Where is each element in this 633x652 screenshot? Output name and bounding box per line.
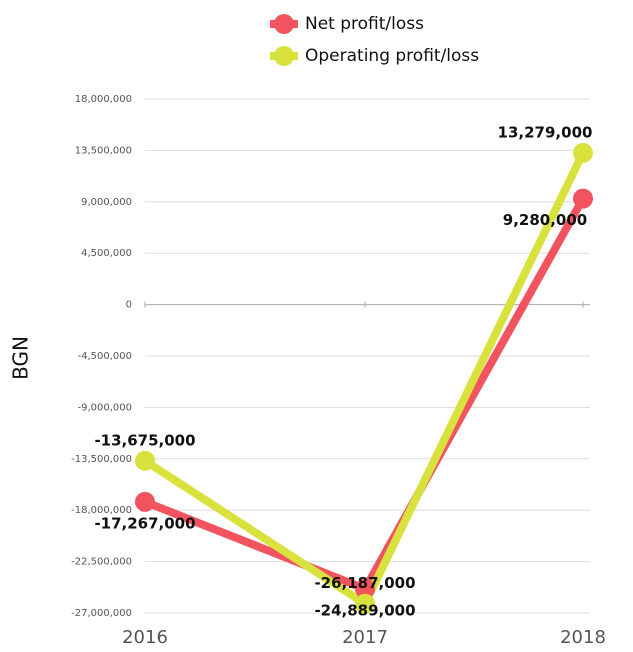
data-point [573, 188, 593, 209]
data-label: -26,187,000 [314, 574, 415, 592]
y-tick-label: -27,000,000 [71, 608, 132, 619]
data-point [135, 491, 155, 512]
y-tick-label: -9,000,000 [77, 402, 132, 413]
data-point [355, 578, 375, 599]
data-label: -24,889,000 [314, 601, 415, 619]
y-tick-label: 4,500,000 [81, 248, 132, 259]
y-axis-label: BGN [9, 336, 33, 380]
legend-swatch [274, 46, 294, 66]
x-tick-label: 2017 [342, 627, 388, 648]
data-point [573, 142, 593, 163]
legend-label: Operating profit/loss [305, 46, 479, 66]
legend-swatch [274, 14, 294, 34]
data-label: -13,675,000 [94, 431, 195, 449]
data-label: -17,267,000 [94, 514, 195, 532]
x-tick-label: 2016 [122, 627, 168, 648]
y-tick-label: 9,000,000 [81, 197, 132, 208]
y-tick-label: 13,500,000 [75, 145, 132, 156]
x-tick-label: 2018 [560, 627, 606, 648]
series-line [143, 196, 587, 593]
y-tick-label: -22,500,000 [71, 557, 132, 568]
y-tick-label: -18,000,000 [71, 505, 132, 516]
y-tick-label: -13,500,000 [71, 454, 132, 465]
y-tick-label: -4,500,000 [77, 351, 132, 362]
y-tick-label: 18,000,000 [75, 94, 132, 105]
data-point [135, 450, 155, 471]
data-point [355, 593, 375, 614]
y-tick-label: 0 [126, 300, 132, 311]
data-label: 13,279,000 [498, 123, 593, 141]
legend-label: Net profit/loss [305, 14, 424, 34]
data-label: 9,280,000 [503, 211, 587, 229]
